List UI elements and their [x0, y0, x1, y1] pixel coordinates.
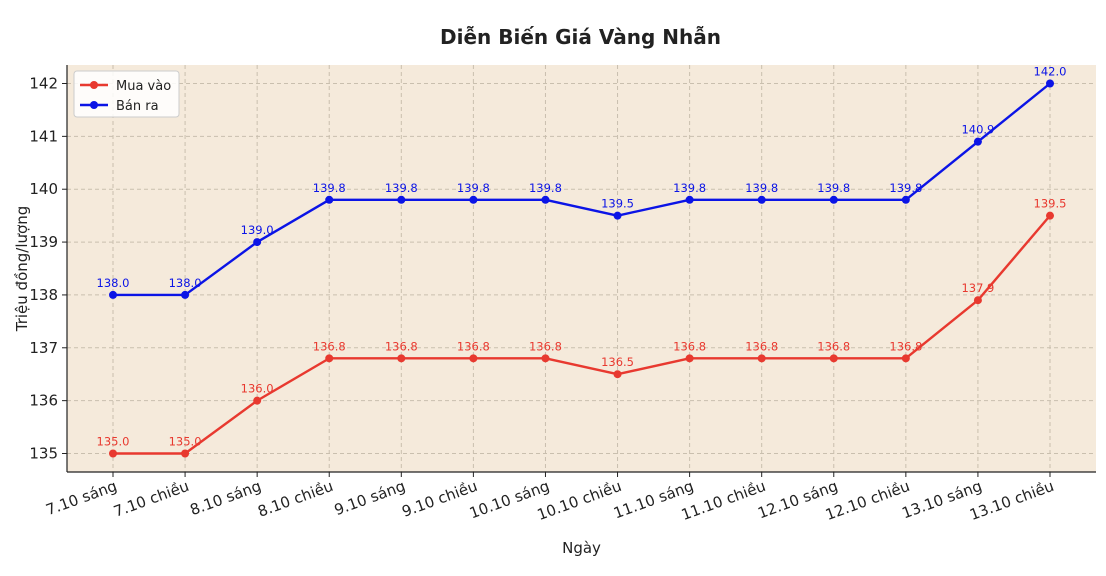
data-label: 136.8: [385, 339, 418, 353]
data-point: [829, 195, 838, 204]
x-tick-label: 9.10 sáng: [332, 477, 408, 519]
data-point: [181, 449, 190, 458]
data-point: [325, 354, 334, 363]
data-point: [397, 354, 406, 363]
data-label: 136.5: [601, 355, 634, 369]
data-point: [685, 354, 694, 363]
plot-area: [67, 65, 1096, 472]
y-tick-label: 141: [29, 127, 58, 145]
data-point: [1046, 79, 1054, 88]
chart-title: Diễn Biến Giá Vàng Nhẫn: [440, 25, 721, 49]
x-axis-label: Ngày: [562, 539, 601, 557]
data-label: 136.8: [889, 339, 922, 353]
y-tick-label: 136: [29, 392, 58, 410]
data-label: 136.0: [241, 382, 274, 396]
data-label: 138.0: [97, 276, 130, 290]
y-tick-label: 138: [29, 286, 58, 304]
y-tick-label: 137: [29, 339, 58, 357]
data-point: [109, 290, 117, 299]
data-point: [397, 195, 406, 204]
x-tick-label: 8.10 sáng: [188, 477, 264, 519]
legend-label: Mua vào: [116, 79, 171, 94]
data-label: 139.8: [889, 181, 922, 195]
data-point: [757, 354, 766, 363]
y-tick-label: 140: [29, 180, 58, 198]
x-tick-label: 7.10 sáng: [43, 477, 119, 519]
series-line: [113, 82, 1051, 297]
data-label: 142.0: [1034, 65, 1067, 79]
series-line: [113, 214, 1051, 455]
data-point: [613, 370, 622, 379]
data-point: [325, 195, 334, 204]
data-label: 140.9: [961, 123, 994, 137]
y-tick-label: 142: [29, 75, 58, 93]
data-label: 138.0: [169, 276, 202, 290]
data-point: [469, 195, 478, 204]
gridlines: [67, 65, 1096, 472]
y-tick-label: 135: [29, 445, 58, 463]
data-point: [829, 354, 838, 363]
data-label: 136.8: [817, 339, 850, 353]
data-label: 139.8: [313, 181, 346, 195]
legend-marker: [90, 81, 98, 89]
data-label: 135.0: [97, 435, 130, 449]
data-point: [541, 195, 550, 204]
data-point: [901, 354, 910, 363]
data-point: [973, 137, 982, 146]
data-label: 136.8: [457, 339, 490, 353]
data-point: [1046, 211, 1054, 220]
legend-marker: [90, 101, 98, 109]
data-label: 139.8: [673, 181, 706, 195]
data-label: 137.9: [961, 281, 994, 295]
data-label: 139.8: [457, 181, 490, 195]
data-label: 139.5: [1034, 197, 1067, 211]
data-label: 139.8: [745, 181, 778, 195]
x-tick-label: 7.10 chiều: [111, 477, 191, 521]
data-point: [109, 449, 117, 458]
data-label: 139.8: [817, 181, 850, 195]
data-label: 136.8: [313, 339, 346, 353]
y-tick-label: 139: [29, 233, 58, 251]
data-labels: 135.0 135.0 136.0 136.8 136.8 136.8 136.8 136.5…: [97, 65, 1067, 449]
data-point: [973, 296, 982, 305]
data-label: 136.8: [529, 339, 562, 353]
data-label: 139.8: [385, 181, 418, 195]
data-point: [181, 290, 190, 299]
data-label: 136.8: [745, 339, 778, 353]
legend: Mua vào Bán ra: [73, 70, 180, 118]
data-point: [469, 354, 478, 363]
data-point: [541, 354, 550, 363]
data-point: [613, 211, 622, 220]
data-label: 139.8: [529, 181, 562, 195]
y-axis-label: Triệu đồng/lượng: [13, 206, 31, 332]
data-point: [253, 396, 262, 405]
axes: [66, 65, 1096, 473]
data-label: 139.5: [601, 197, 634, 211]
data-point: [685, 195, 694, 204]
x-tick-label: 8.10 chiều: [255, 477, 335, 521]
data-point: [253, 238, 262, 247]
legend-label: Bán ra: [116, 99, 159, 114]
x-tick-label: 9.10 chiều: [400, 477, 480, 521]
data-label: 139.0: [241, 223, 274, 237]
data-label: 135.0: [169, 435, 202, 449]
data-point: [757, 195, 766, 204]
data-label: 136.8: [673, 339, 706, 353]
data-point: [901, 195, 910, 204]
series-layer: [109, 79, 1054, 458]
